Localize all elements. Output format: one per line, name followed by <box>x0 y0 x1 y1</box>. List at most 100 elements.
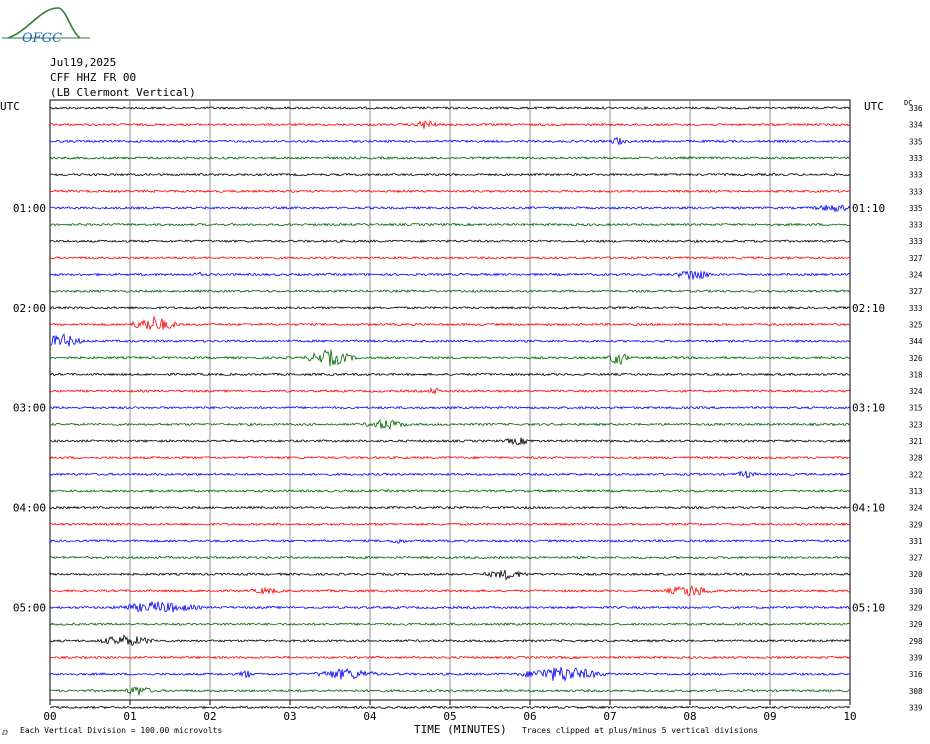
dc-offset-value: 334 <box>909 121 923 130</box>
dc-offset-value: 325 <box>909 320 923 329</box>
dc-offset-value: 333 <box>909 304 923 313</box>
x-tick-label: 07 <box>603 710 616 723</box>
seismic-trace <box>49 437 851 446</box>
location-label: (LB Clermont Vertical) <box>50 86 196 99</box>
dc-offset-value: 318 <box>909 370 923 379</box>
seismic-trace <box>49 634 851 646</box>
left-time-label: 01:00 <box>13 202 46 215</box>
right-time-label: 03:10 <box>852 402 885 415</box>
dc-offset-value: 329 <box>909 520 923 529</box>
seismic-trace <box>49 705 851 710</box>
dc-offset-value: 333 <box>909 187 923 196</box>
station-label: CFF HHZ FR 00 <box>50 71 136 84</box>
dc-offset-value: 335 <box>909 204 923 213</box>
seismic-trace <box>49 686 851 696</box>
x-tick-label: 01 <box>123 710 136 723</box>
seismic-trace <box>49 156 851 160</box>
seismic-trace <box>49 372 851 377</box>
dc-offset-value: 315 <box>909 404 923 413</box>
seismic-trace <box>49 569 851 581</box>
utc-right-label: UTC <box>864 100 884 113</box>
dc-offset-value: 324 <box>909 271 923 280</box>
seismic-trace <box>49 106 851 110</box>
x-tick-label: 09 <box>763 710 776 723</box>
seismic-trace <box>49 239 851 244</box>
x-tick-label: 02 <box>203 710 216 723</box>
dc-label: DC <box>904 99 912 107</box>
dc-offset-value: 327 <box>909 254 923 263</box>
seismic-trace <box>49 333 851 347</box>
dc-offset-value: 327 <box>909 287 923 296</box>
seismic-trace <box>49 538 851 544</box>
seismic-trace <box>49 667 851 682</box>
x-tick-label: 03 <box>283 710 296 723</box>
x-tick-label: 05 <box>443 710 456 723</box>
dc-offset-value: 308 <box>909 687 923 696</box>
dc-offset-value: 321 <box>909 437 923 446</box>
seismic-trace <box>49 289 851 293</box>
seismic-trace <box>49 349 851 367</box>
time-labels: 01:00 01:10 02:00 02:10 03:00 03:10 04:00 04:10… <box>13 202 885 615</box>
dc-offset-value: 327 <box>909 554 923 563</box>
dc-offset-value: 313 <box>909 487 923 496</box>
dc-offset-value: 322 <box>909 470 923 479</box>
dc-offset-value: 333 <box>909 154 923 163</box>
seismic-trace <box>49 120 851 129</box>
seismic-trace <box>49 222 851 227</box>
right-time-label: 02:10 <box>852 302 885 315</box>
dc-offset-labels: 336 334 335 333 333 333 335 333 333 327 324 327 333 3… <box>909 104 923 712</box>
seismic-trace <box>49 204 851 213</box>
dc-offset-value: 323 <box>909 420 923 429</box>
right-time-label: 01:10 <box>852 202 885 215</box>
x-tick-label: 06 <box>523 710 536 723</box>
x-tick-label: 00 <box>43 710 56 723</box>
seismic-trace <box>49 270 851 280</box>
seismic-trace <box>49 172 851 177</box>
right-time-label: 05:10 <box>852 602 885 615</box>
seismic-trace <box>49 455 851 460</box>
x-tick-label: 04 <box>363 710 377 723</box>
seismic-trace <box>49 315 851 331</box>
x-tick-label: 08 <box>683 710 696 723</box>
dc-offset-value: 324 <box>909 387 923 396</box>
dc-offset-value: 328 <box>909 454 923 463</box>
logo-curve-icon <box>7 7 81 39</box>
logo-text: OFGC <box>22 31 62 46</box>
dc-offset-value: 344 <box>909 337 923 346</box>
date-label: Jul19,2025 <box>50 56 116 69</box>
dc-offset-value: 298 <box>909 637 923 646</box>
left-time-label: 04:00 <box>13 502 46 515</box>
dc-offset-value: 336 <box>909 104 923 113</box>
dc-offset-value: 329 <box>909 604 923 613</box>
dc-offset-value: 330 <box>909 587 923 596</box>
seismic-trace <box>49 488 851 493</box>
left-time-label: 05:00 <box>13 602 46 615</box>
dc-offset-value: 339 <box>909 703 923 712</box>
seismic-trace <box>49 419 851 431</box>
utc-left-label: UTC <box>0 100 20 113</box>
dc-offset-value: 326 <box>909 354 923 363</box>
dc-offset-value: 333 <box>909 221 923 230</box>
seismic-trace <box>49 305 851 310</box>
seismic-trace <box>49 136 851 146</box>
left-time-label: 03:00 <box>13 402 46 415</box>
seismic-trace <box>49 505 851 510</box>
dc-offset-value: 329 <box>909 620 923 629</box>
seismic-trace <box>49 405 851 410</box>
dc-offset-value: 331 <box>909 537 923 546</box>
dc-offset-value: 339 <box>909 653 923 662</box>
division-note: Each Vertical Division = 100.00 microvol… <box>20 726 222 735</box>
right-time-label: 04:10 <box>852 502 885 515</box>
corner-mark: ⅅ <box>2 729 8 737</box>
seismic-trace <box>49 189 851 194</box>
dc-offset-value: 333 <box>909 237 923 246</box>
seismic-trace <box>49 255 851 260</box>
clip-note: Traces clipped at plus/minus 5 vertical … <box>522 726 758 735</box>
seismic-trace <box>49 622 851 627</box>
dc-offset-value: 316 <box>909 670 923 679</box>
x-tick-label: 10 <box>843 710 856 723</box>
seismic-trace <box>49 555 851 560</box>
dc-offset-value: 333 <box>909 171 923 180</box>
seismic-trace <box>49 600 851 613</box>
